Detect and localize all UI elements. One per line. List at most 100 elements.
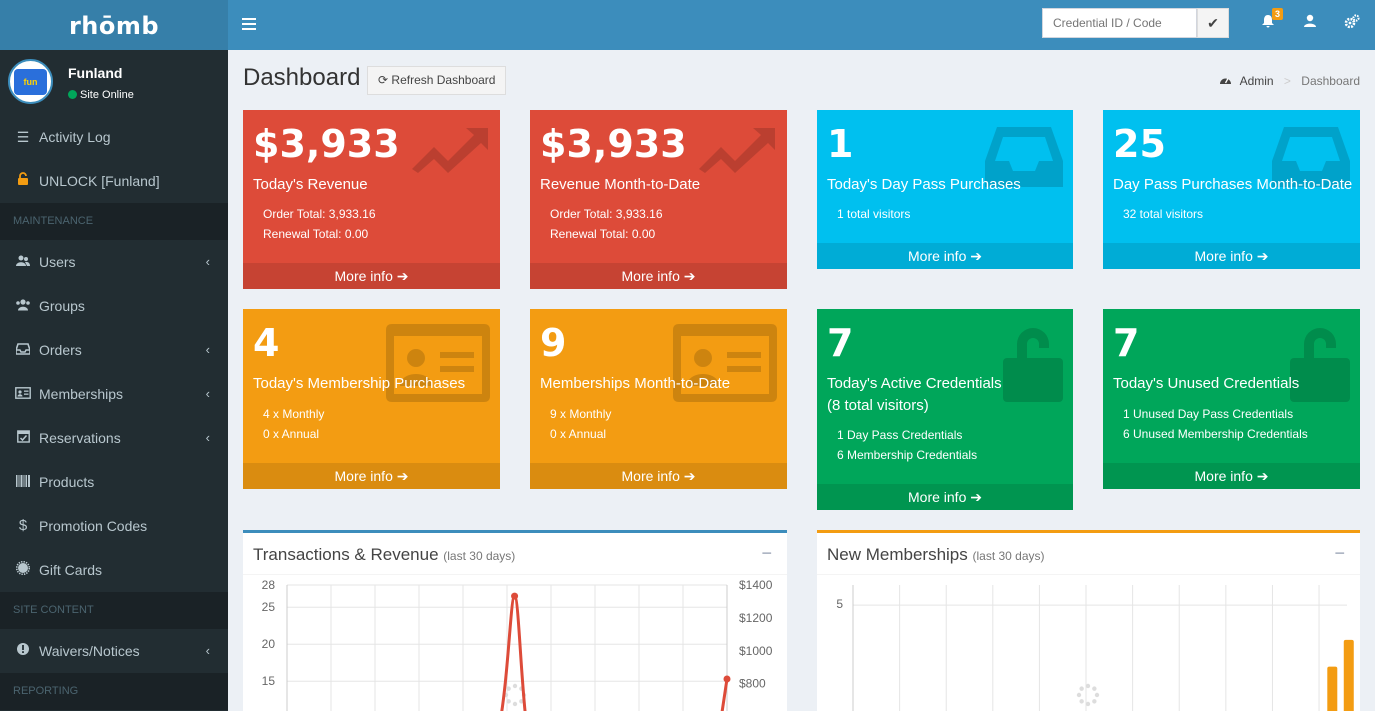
sidebar-item-groups[interactable]: Groups (0, 284, 228, 328)
loading-spinner-dot (1094, 692, 1100, 698)
sidebar-item-promotion-codes[interactable]: $ Promotion Codes (0, 504, 228, 548)
more-info-link[interactable]: More info ➔ (1103, 243, 1360, 269)
sidebar-item-label: Reservations (39, 430, 121, 446)
calendar-check-icon (14, 416, 32, 460)
arrow-circle-right-icon: ➔ (683, 468, 696, 484)
stat-detail: 6 Membership Credentials (837, 448, 978, 462)
inbox-icon (14, 328, 32, 372)
sidebar-item-reservations[interactable]: Reservations ‹ (0, 416, 228, 460)
more-info-link[interactable]: More info ➔ (243, 263, 500, 289)
transactions-panel: Transactions & Revenue (last 30 days) − … (243, 530, 787, 711)
y-left-tick-label: 25 (262, 600, 276, 614)
sidebar-item-label: Activity Log (39, 129, 111, 145)
more-info-label: More info (334, 468, 393, 484)
arrow-circle-right-icon: ➔ (970, 248, 982, 264)
more-info-label: More info (621, 268, 680, 284)
stat-value: 7 (1113, 321, 1140, 365)
stat-label: Today's Revenue (253, 176, 368, 193)
bell-icon[interactable]: 3 (1258, 8, 1283, 33)
dollar-icon: $ (18, 517, 28, 534)
stat-detail: 0 x Annual (550, 427, 607, 441)
more-info-link[interactable]: More info ➔ (817, 243, 1073, 269)
id-card-icon (14, 372, 32, 416)
sidebar-item-memberships[interactable]: Memberships ‹ (0, 372, 228, 416)
arrow-circle-right-icon: ➔ (1256, 468, 1269, 484)
loading-spinner-dot (512, 701, 518, 707)
sidebar-item-label: Promotion Codes (39, 518, 148, 534)
data-point (511, 592, 519, 600)
menu-header-maintenance: MAINTENANCE (0, 203, 228, 240)
y-right-tick-label: $1400 (739, 578, 773, 592)
stat-detail: 1 Unused Day Pass Credentials (1123, 407, 1294, 421)
stat-label: Today's Active Credentials (8 total visit… (827, 373, 1072, 417)
user-panel: fun Funland Site Online (0, 50, 228, 115)
stat-box-membership-today: 4 Today's Membership Purchases 4 x Month… (243, 309, 500, 489)
sidebar-item-products[interactable]: Products (0, 460, 228, 504)
loading-spinner-dot (512, 683, 518, 689)
memberships-chart: 5 (836, 585, 1354, 711)
panel-title: Transactions & Revenue (last 30 days) (253, 545, 515, 565)
series-line (500, 594, 527, 711)
users-icon (14, 240, 32, 284)
more-info-label: More info (1194, 248, 1253, 264)
stat-label: Memberships Month-to-Date (540, 375, 731, 392)
collapse-button[interactable]: − (761, 543, 772, 563)
notification-badge: 3 (1271, 8, 1283, 20)
stat-label: Day Pass Purchases Month-to-Date (1113, 176, 1353, 193)
barcode-icon (14, 460, 32, 504)
sidebar-item-label: Gift Cards (39, 562, 103, 578)
sidebar-item-unlock[interactable]: UNLOCK [Funland] (0, 159, 228, 203)
collapse-button[interactable]: − (1334, 543, 1345, 563)
chevron-left-icon: ‹ (205, 430, 210, 445)
cogs-icon[interactable] (1342, 14, 1362, 33)
sidebar-item-users[interactable]: Users ‹ (0, 240, 228, 284)
page-title: Dashboard (243, 64, 361, 91)
transactions-chart: 28 25 20 15 $1400 $1200 $1000 $800 $600 (262, 578, 773, 711)
sidebar: fun Funland Site Online ☰ Activity Log U… (0, 50, 228, 711)
loading-spinner-dot (1085, 701, 1091, 707)
check-icon[interactable]: ✔ (1197, 8, 1229, 38)
sidebar-item-waivers[interactable]: Waivers/Notices ‹ (0, 629, 228, 673)
panel-title-text: Transactions & Revenue (253, 545, 439, 564)
stat-label-line2: (8 total visitors) (827, 397, 929, 414)
series-line (720, 678, 729, 711)
status-dot-icon (68, 90, 77, 99)
panel-title-text: New Memberships (827, 545, 968, 564)
refresh-dashboard-button[interactable]: ⟳ Refresh Dashboard (367, 66, 507, 95)
stat-detail: Order Total: 3,933.16 (263, 207, 376, 221)
org-name: Funland (68, 65, 123, 81)
sidebar-item-label: Users (39, 254, 76, 270)
list-icon: ☰ (16, 129, 30, 145)
menu-header-site-content: SITE CONTENT (0, 592, 228, 629)
more-info-link[interactable]: More info ➔ (530, 463, 787, 489)
inbox-icon (1272, 125, 1350, 194)
sidebar-item-activity-log[interactable]: ☰ Activity Log (0, 115, 228, 159)
status-label: Site Online (80, 89, 134, 101)
bar (1343, 639, 1354, 711)
breadcrumb-home[interactable]: Admin (1239, 74, 1274, 88)
app-logo[interactable]: rhōmb (0, 0, 228, 50)
user-icon[interactable] (1300, 14, 1320, 32)
more-info-link[interactable]: More info ➔ (530, 263, 787, 289)
stat-detail: 1 total visitors (837, 207, 911, 221)
stat-value: 7 (827, 321, 854, 365)
arrow-circle-right-icon: ➔ (683, 268, 696, 284)
stat-box-day-pass-mtd: 25 Day Pass Purchases Month-to-Date 32 t… (1103, 110, 1360, 269)
stat-value: 1 (827, 122, 854, 166)
stat-label-line1: Today's Active Credentials (827, 375, 1002, 392)
more-info-link[interactable]: More info ➔ (243, 463, 500, 489)
more-info-label: More info (908, 489, 967, 505)
credential-input[interactable] (1042, 8, 1197, 38)
more-info-link[interactable]: More info ➔ (1103, 463, 1360, 489)
stat-label: Today's Membership Purchases (253, 375, 466, 392)
stat-label: Today's Day Pass Purchases (827, 176, 1021, 193)
menu-toggle-icon[interactable] (242, 15, 256, 33)
trend-up-icon (697, 125, 777, 178)
sidebar-item-gift-cards[interactable]: Gift Cards (0, 548, 228, 592)
stat-box-active-credentials: 7 Today's Active Credentials (8 total vis… (817, 309, 1073, 510)
y-right-tick-label: $600 (739, 710, 766, 711)
panel-subtitle: (last 30 days) (972, 549, 1045, 563)
sidebar-item-orders[interactable]: Orders ‹ (0, 328, 228, 372)
more-info-link[interactable]: More info ➔ (817, 484, 1073, 510)
bar (1327, 666, 1338, 711)
